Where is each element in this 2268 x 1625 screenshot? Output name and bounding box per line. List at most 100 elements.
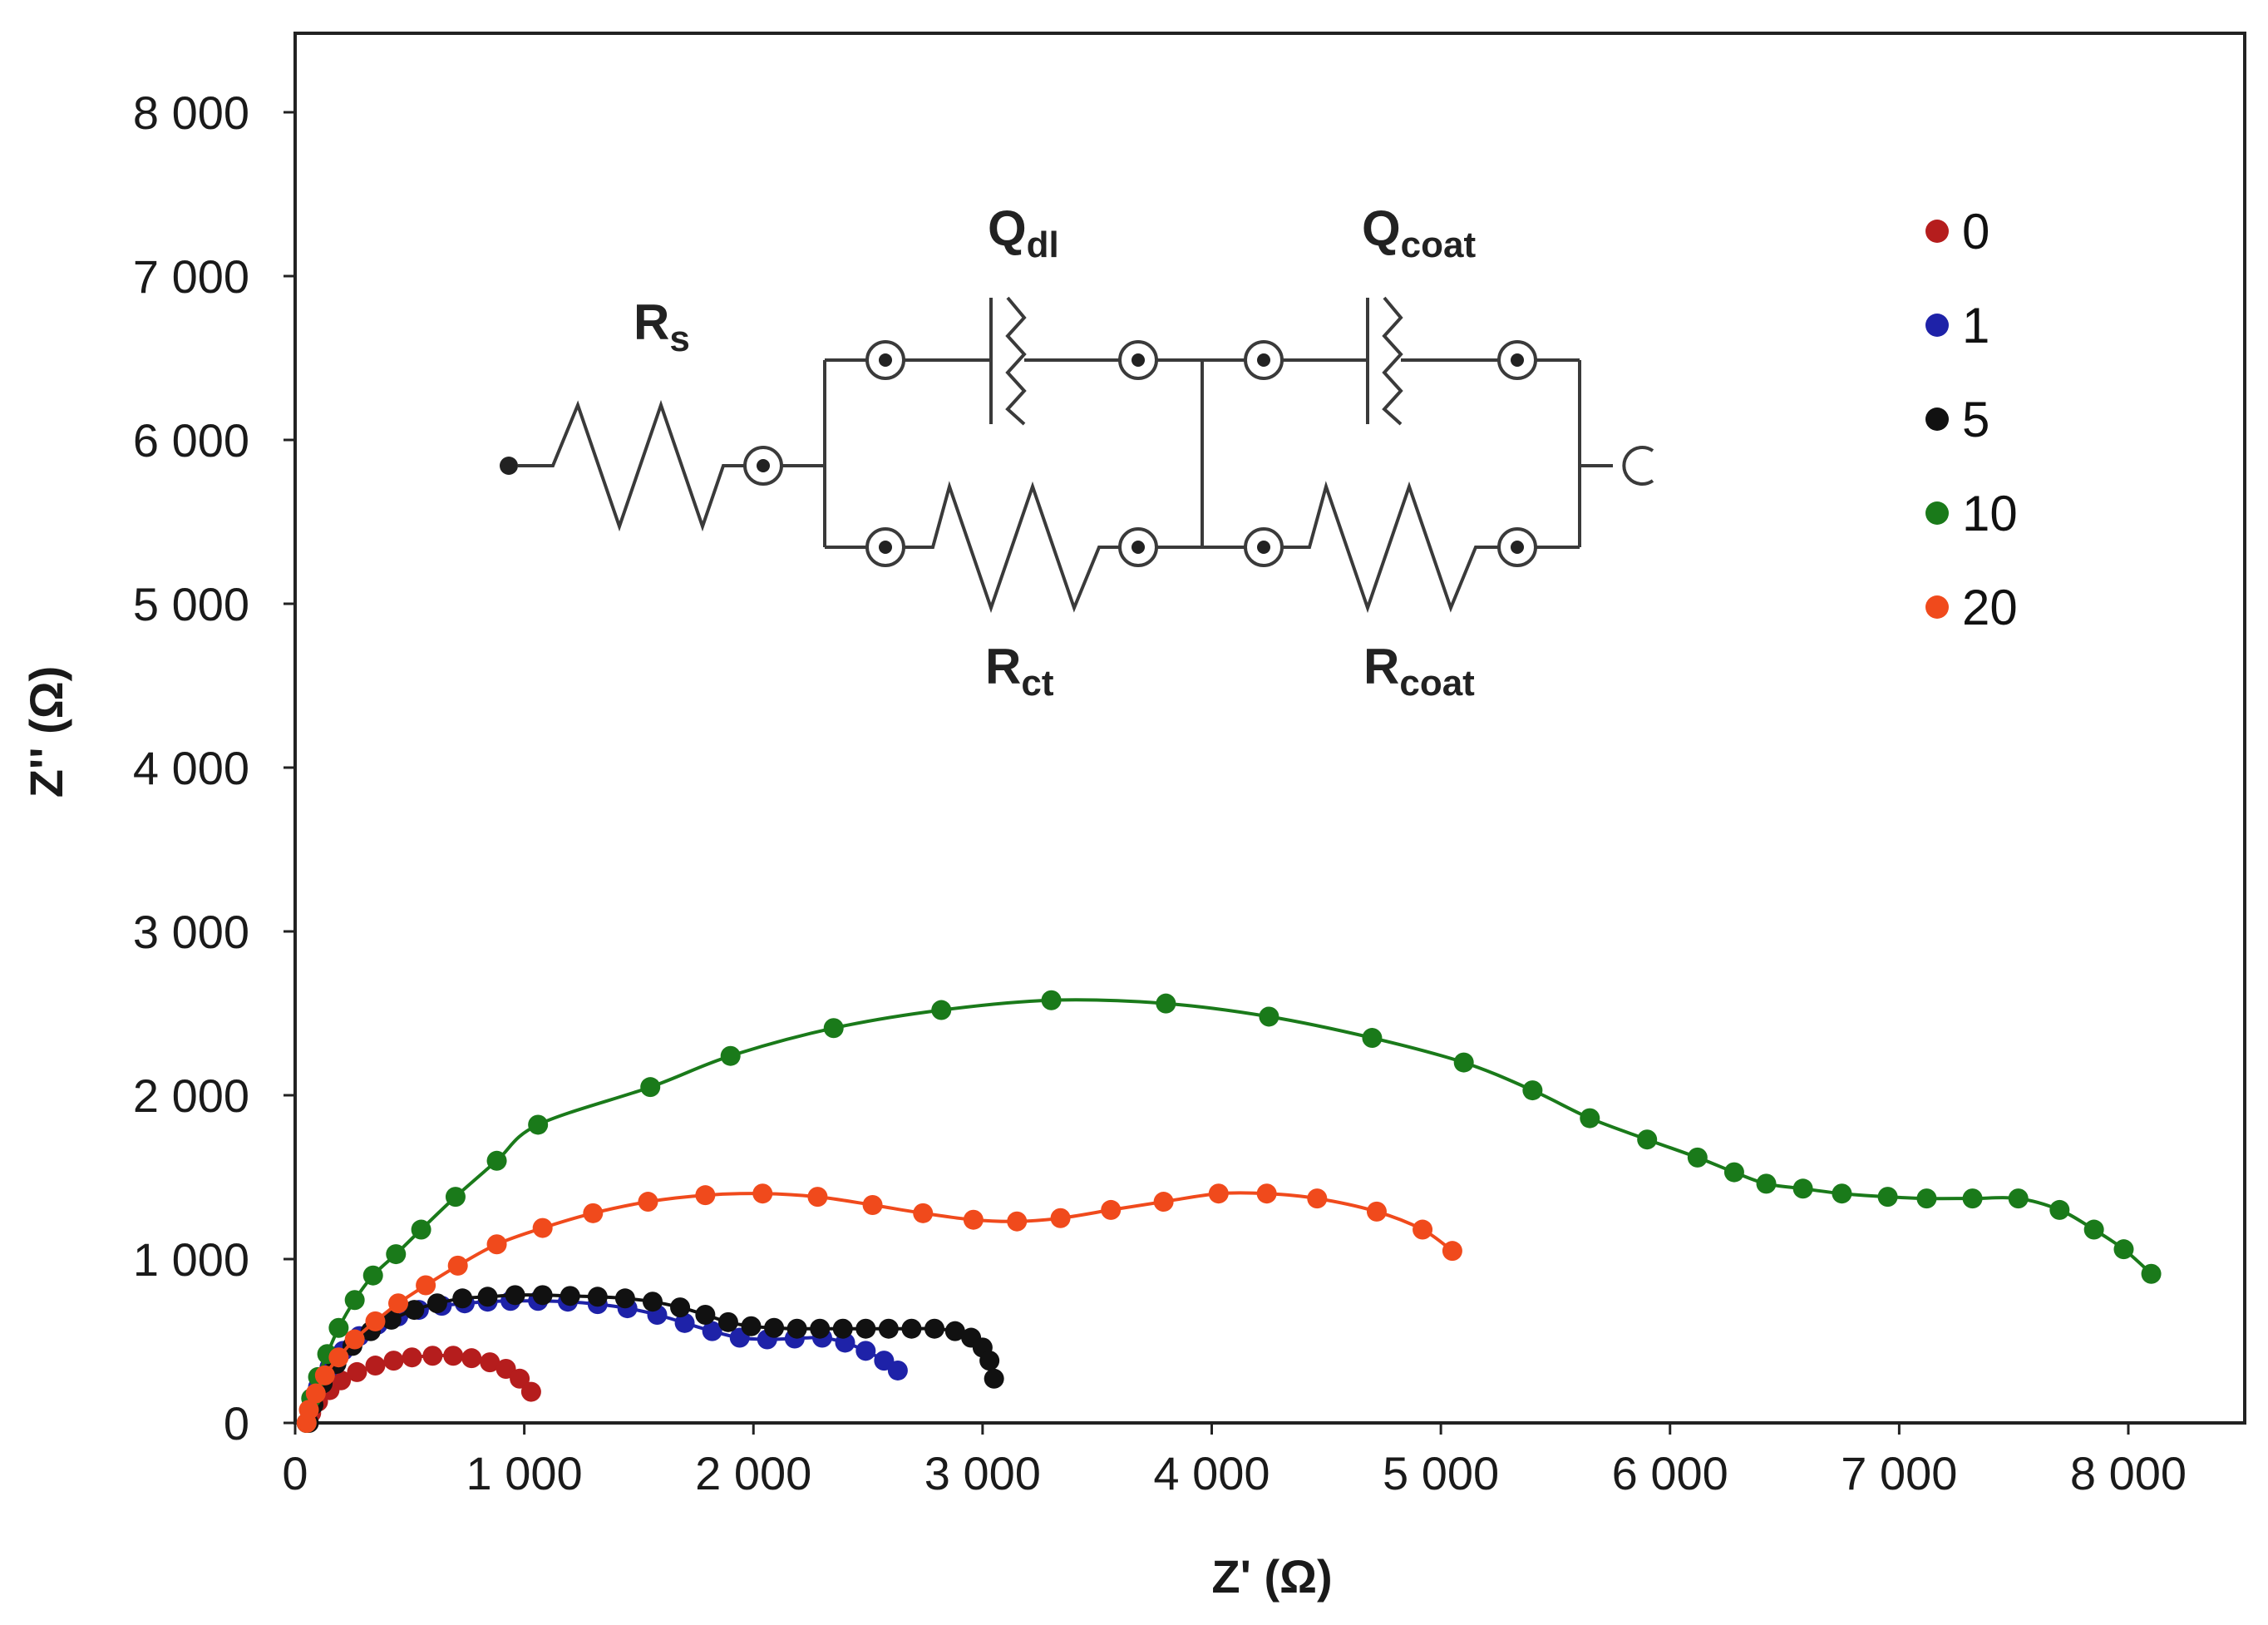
y-axis-title: Z'' (Ω) — [20, 666, 72, 798]
data-point — [328, 1317, 349, 1338]
data-point — [477, 1287, 498, 1307]
legend-label-20: 20 — [1962, 580, 2018, 635]
y-tick-label: 6 000 — [133, 414, 249, 467]
y-tick-label: 0 — [224, 1397, 249, 1450]
data-point — [1256, 1183, 1277, 1204]
data-point — [1362, 1028, 1383, 1049]
data-point — [452, 1288, 473, 1309]
data-point — [532, 1218, 553, 1238]
x-tick-label: 0 — [282, 1447, 308, 1499]
legend: 0 1 5 10 20 — [1925, 204, 2018, 635]
qdl-node-right — [1118, 340, 1158, 380]
data-point — [505, 1285, 525, 1306]
data-point — [944, 1321, 965, 1341]
data-point — [1007, 1211, 1028, 1232]
rcoat-resistor — [1282, 481, 1499, 614]
legend-label-5: 5 — [1962, 392, 1989, 447]
data-point — [1208, 1183, 1229, 1204]
data-point — [901, 1318, 922, 1339]
data-point — [1832, 1183, 1852, 1204]
data-point — [486, 1150, 507, 1171]
data-point — [1041, 990, 1062, 1010]
data-point — [1307, 1188, 1328, 1209]
data-point — [2008, 1188, 2029, 1209]
data-point — [447, 1255, 468, 1276]
data-point — [1580, 1108, 1600, 1129]
y-tick-label: 7 000 — [133, 250, 249, 303]
data-point — [924, 1318, 944, 1339]
data-point — [305, 1383, 326, 1404]
series-10 — [296, 990, 2162, 1433]
legend-label-10: 10 — [1962, 486, 2018, 541]
data-point — [445, 1187, 466, 1208]
data-point — [1366, 1201, 1387, 1222]
data-point — [614, 1288, 635, 1309]
data-point — [583, 1203, 604, 1223]
data-point — [764, 1317, 785, 1338]
data-point — [855, 1341, 876, 1361]
legend-marker-1 — [1925, 314, 1949, 337]
data-point — [855, 1318, 876, 1339]
wire — [1202, 358, 1245, 549]
circuit-terminal-dot — [500, 457, 518, 475]
data-point — [1101, 1199, 1122, 1220]
label-rs: Rs — [634, 294, 690, 359]
data-point — [383, 1351, 404, 1371]
data-point — [1153, 1192, 1174, 1213]
data-point — [426, 1293, 447, 1314]
data-point — [388, 1293, 409, 1314]
data-point — [832, 1318, 853, 1339]
y-tick-label: 2 000 — [133, 1069, 249, 1122]
data-point — [1050, 1208, 1071, 1228]
data-point — [1453, 1052, 1474, 1073]
y-tick-label: 5 000 — [133, 578, 249, 630]
data-point — [913, 1203, 934, 1223]
data-point — [702, 1321, 722, 1341]
data-point — [2141, 1263, 2162, 1284]
data-point — [404, 1300, 425, 1321]
data-point — [496, 1358, 516, 1379]
y-tick-label: 3 000 — [133, 906, 249, 958]
data-point — [1442, 1241, 1462, 1262]
data-point — [1413, 1219, 1433, 1240]
data-point — [807, 1187, 828, 1208]
data-point — [328, 1347, 349, 1368]
x-tick-label: 8 000 — [2070, 1447, 2187, 1499]
label-rcoat: Rcoat — [1363, 639, 1475, 704]
x-tick-label: 3 000 — [924, 1447, 1041, 1499]
series-layer — [296, 990, 2162, 1433]
data-point — [532, 1285, 553, 1306]
data-point — [365, 1356, 386, 1376]
data-point — [461, 1348, 482, 1369]
data-point — [344, 1329, 365, 1350]
legend-marker-20 — [1925, 595, 1949, 619]
data-point — [381, 1309, 402, 1330]
rs-node — [743, 446, 783, 486]
data-point — [717, 1311, 738, 1332]
rcoat-node-left — [1244, 527, 1284, 567]
data-point — [695, 1185, 716, 1206]
data-point — [587, 1287, 608, 1307]
data-point — [1723, 1162, 1744, 1183]
rct-node-right — [1118, 527, 1158, 567]
data-point — [823, 1018, 844, 1039]
data-point — [510, 1368, 530, 1389]
rct-node-left — [865, 527, 905, 567]
y-tick-label: 1 000 — [133, 1233, 249, 1286]
x-axis: 0 1 000 2 000 3 000 4 000 5 000 6 000 7 000 8 00… — [282, 1423, 2187, 1499]
equivalent-circuit: Rs Qdl Qcoat Rct Rcoat — [500, 200, 1654, 704]
x-tick-label: 2 000 — [695, 1447, 811, 1499]
data-point — [1916, 1188, 1937, 1209]
data-point — [1792, 1178, 1813, 1199]
data-point — [887, 1360, 908, 1381]
rct-resistor — [904, 481, 1120, 614]
qcoat-cpe — [1282, 296, 1499, 426]
label-rct: Rct — [985, 639, 1054, 704]
x-axis-title: Z' (Ω) — [1211, 1550, 1332, 1603]
data-point — [486, 1234, 507, 1255]
data-point — [347, 1361, 367, 1382]
x-tick-label: 6 000 — [1612, 1447, 1728, 1499]
data-point — [720, 1045, 741, 1066]
data-point — [874, 1351, 895, 1371]
